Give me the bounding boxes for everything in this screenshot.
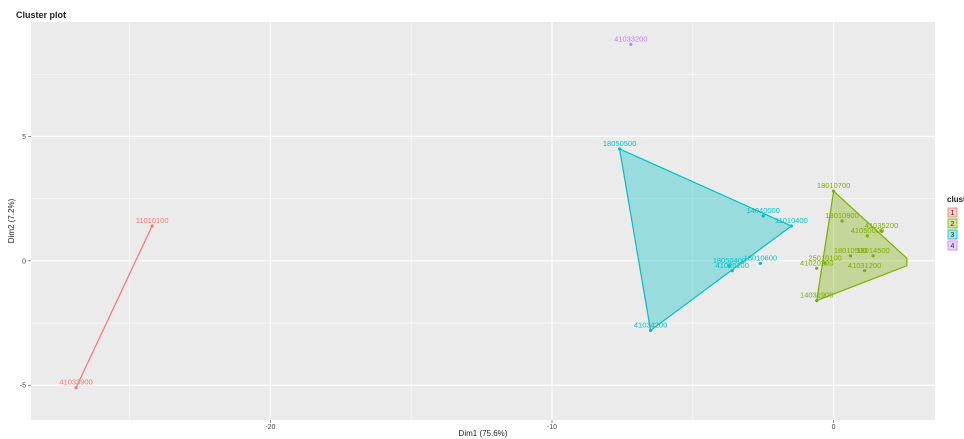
point-labels: 11010100 41033900 18010700 18010900 41035200… bbox=[59, 34, 898, 386]
label-11010100: 11010100 bbox=[136, 216, 169, 225]
point-14031900 bbox=[815, 299, 819, 303]
point-11010400 bbox=[789, 224, 793, 228]
label-41033900: 41033900 bbox=[59, 378, 92, 387]
grid-lines bbox=[31, 22, 935, 420]
label-41034200: 41034200 bbox=[634, 320, 667, 329]
x-tick-label: 0 bbox=[832, 424, 836, 431]
point-11010100 bbox=[150, 224, 154, 228]
label-41020100: 41020100 bbox=[716, 261, 749, 270]
label-41050000: 41050000 bbox=[851, 226, 884, 235]
point-18050500 bbox=[617, 147, 622, 151]
cluster-hulls bbox=[75, 147, 908, 388]
point-41020100 bbox=[730, 269, 734, 273]
label-41033200: 41033200 bbox=[614, 34, 647, 43]
point-18010700 bbox=[832, 189, 836, 193]
point-41050000 bbox=[865, 234, 870, 238]
label-41035200: 41035200 bbox=[865, 221, 898, 230]
label-41020200: 41020200 bbox=[800, 258, 833, 267]
point-18010500 bbox=[848, 254, 853, 258]
label-18050500: 18050500 bbox=[603, 139, 636, 148]
point-14040000 bbox=[761, 214, 765, 218]
point-25010100 bbox=[823, 261, 827, 265]
label-18010700: 18010700 bbox=[817, 181, 850, 190]
label-14031900: 14031900 bbox=[800, 291, 833, 300]
label-25010100: 25010100 bbox=[808, 253, 841, 262]
x-tick-label: -10 bbox=[547, 424, 557, 431]
cluster-2-hull bbox=[815, 189, 908, 302]
label-18050400: 18050400 bbox=[713, 256, 746, 265]
point-41034200 bbox=[648, 328, 653, 333]
label-18014500: 18014500 bbox=[856, 246, 889, 255]
y-tick-label: 0 bbox=[22, 258, 26, 265]
point-41033900 bbox=[74, 386, 78, 390]
plot-panel bbox=[31, 22, 935, 420]
label-18010600: 18010600 bbox=[744, 253, 777, 262]
legend-label-4: 4 bbox=[951, 243, 955, 250]
legend-key-3 bbox=[947, 229, 958, 240]
legend-key-1 bbox=[947, 207, 958, 218]
label-18010900: 18010900 bbox=[825, 211, 858, 220]
y-tick-label: 5 bbox=[22, 134, 26, 141]
cluster-1-hull bbox=[75, 225, 153, 388]
y-axis-title: Dim2 (7.2%) bbox=[7, 198, 16, 243]
point-41035200 bbox=[879, 229, 884, 233]
x-axis-ticks: -20 -10 0 bbox=[265, 420, 836, 431]
y-axis-ticks: -5 0 5 bbox=[20, 134, 31, 390]
legend-title: clust bbox=[947, 195, 964, 204]
x-axis-title: Dim1 (75.6%) bbox=[459, 429, 508, 438]
x-tick-label: -20 bbox=[265, 424, 275, 431]
legend-key-2 bbox=[947, 218, 958, 229]
point-18050400 bbox=[727, 264, 732, 268]
point-18010900 bbox=[840, 219, 844, 223]
y-tick-label: -5 bbox=[20, 383, 26, 390]
point-41033200 bbox=[629, 42, 633, 46]
legend: clust 1 2 3 4 bbox=[947, 195, 964, 251]
point-41031200 bbox=[862, 269, 867, 273]
legend-label-1: 1 bbox=[951, 210, 955, 217]
data-points bbox=[74, 42, 884, 390]
label-18010500: 18010500 bbox=[834, 246, 867, 255]
chart-title: Cluster plot bbox=[16, 10, 66, 20]
legend-label-2: 2 bbox=[951, 221, 955, 228]
label-41031200: 41031200 bbox=[848, 261, 881, 270]
cluster-3-hull bbox=[618, 147, 793, 332]
point-18014500 bbox=[871, 254, 875, 258]
point-18010600 bbox=[758, 261, 762, 265]
label-11010400: 11010400 bbox=[775, 216, 808, 225]
legend-label-3: 3 bbox=[951, 232, 955, 239]
label-14040000: 14040000 bbox=[747, 206, 780, 215]
point-41020200 bbox=[815, 266, 819, 270]
legend-key-4 bbox=[947, 240, 958, 251]
